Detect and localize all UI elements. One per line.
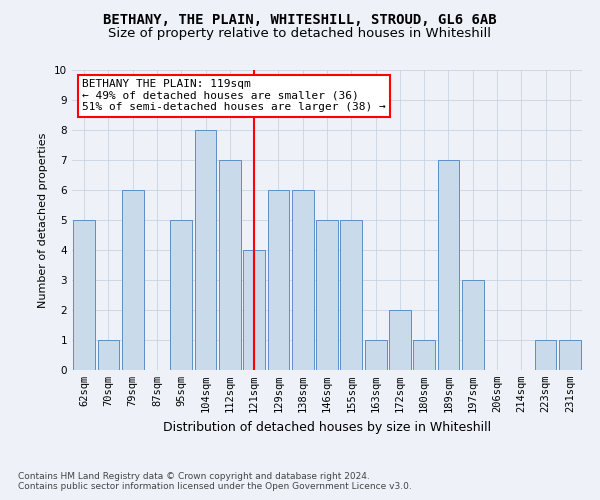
Text: Size of property relative to detached houses in Whiteshill: Size of property relative to detached ho… <box>109 28 491 40</box>
Y-axis label: Number of detached properties: Number of detached properties <box>38 132 49 308</box>
Bar <box>219 160 241 370</box>
Text: BETHANY THE PLAIN: 119sqm
← 49% of detached houses are smaller (36)
51% of semi-: BETHANY THE PLAIN: 119sqm ← 49% of detac… <box>82 79 386 112</box>
Bar <box>243 250 265 370</box>
Bar <box>462 280 484 370</box>
Bar <box>340 220 362 370</box>
Bar <box>365 340 386 370</box>
Bar <box>437 160 460 370</box>
Bar <box>97 340 119 370</box>
Bar <box>292 190 314 370</box>
Text: Contains public sector information licensed under the Open Government Licence v3: Contains public sector information licen… <box>18 482 412 491</box>
X-axis label: Distribution of detached houses by size in Whiteshill: Distribution of detached houses by size … <box>163 420 491 434</box>
Text: Contains HM Land Registry data © Crown copyright and database right 2024.: Contains HM Land Registry data © Crown c… <box>18 472 370 481</box>
Bar <box>73 220 95 370</box>
Bar <box>194 130 217 370</box>
Bar <box>268 190 289 370</box>
Bar <box>413 340 435 370</box>
Bar <box>535 340 556 370</box>
Bar <box>316 220 338 370</box>
Bar <box>559 340 581 370</box>
Text: BETHANY, THE PLAIN, WHITESHILL, STROUD, GL6 6AB: BETHANY, THE PLAIN, WHITESHILL, STROUD, … <box>103 12 497 26</box>
Bar <box>122 190 143 370</box>
Bar <box>389 310 411 370</box>
Bar <box>170 220 192 370</box>
